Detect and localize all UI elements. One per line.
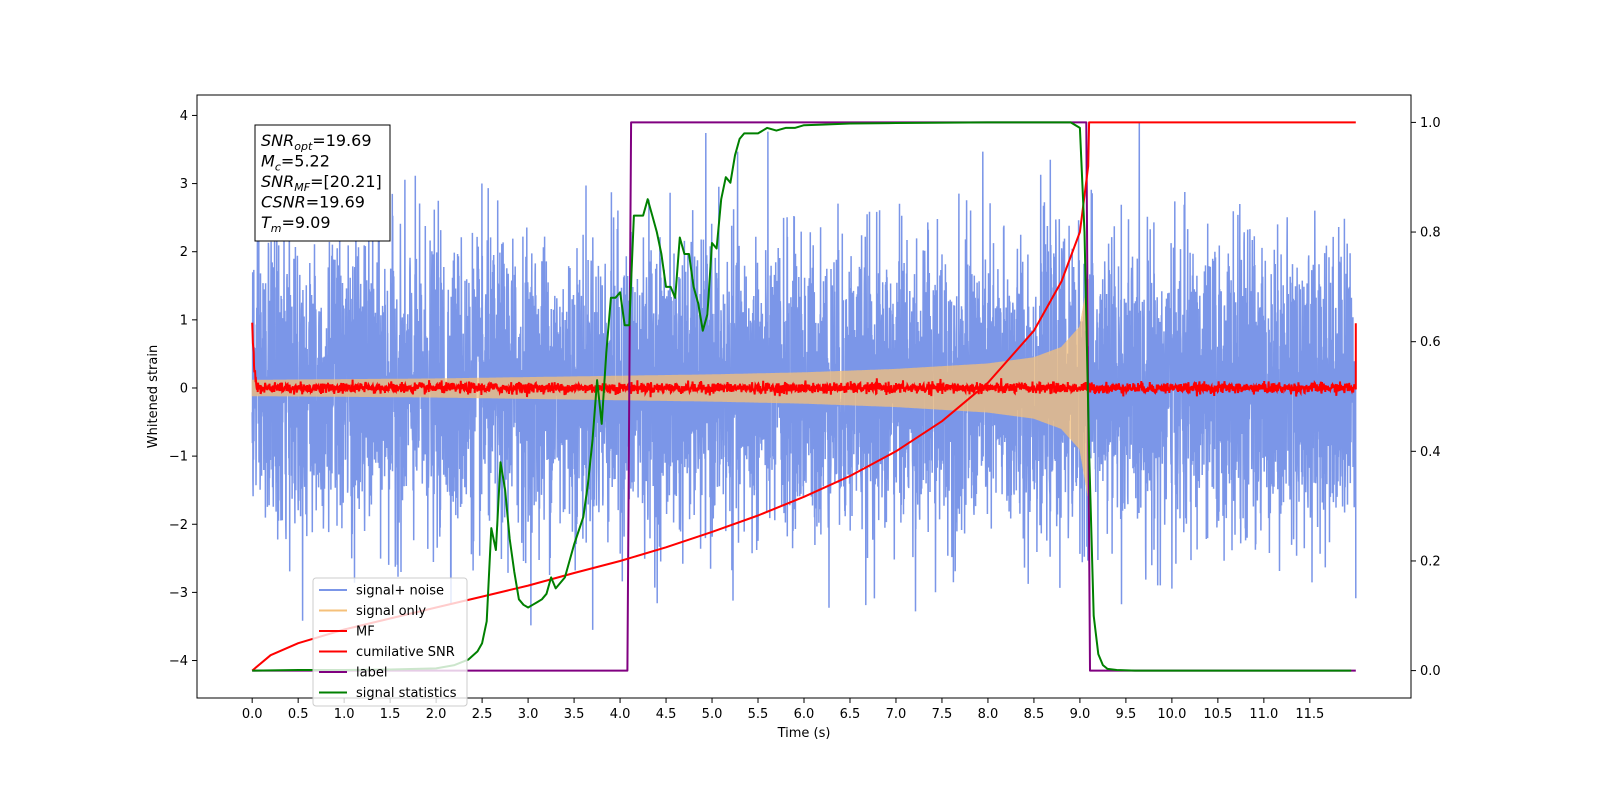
y2-tick-label: 0.2 bbox=[1420, 554, 1441, 569]
series-line-mf bbox=[251, 322, 1357, 398]
y2-tick-label: 0.8 bbox=[1420, 226, 1441, 241]
legend-label: signal only bbox=[356, 604, 426, 619]
y-tick-label: −1 bbox=[169, 450, 188, 465]
x-tick-label: 6.0 bbox=[794, 707, 815, 722]
x-tick-label: 3.5 bbox=[564, 707, 585, 722]
x-tick-label: 7.0 bbox=[886, 707, 907, 722]
x-tick-label: 1.0 bbox=[334, 707, 355, 722]
annotation-box bbox=[254, 124, 391, 242]
series-line-signal-only bbox=[251, 278, 1089, 497]
x-tick-label: 3.0 bbox=[518, 707, 539, 722]
x-tick-label: 10.0 bbox=[1157, 707, 1186, 722]
y-tick-label: −3 bbox=[169, 586, 188, 601]
x-tick-label: 9.0 bbox=[1070, 707, 1091, 722]
legend-box bbox=[312, 577, 468, 707]
annotation-line: Tm=9.09 bbox=[261, 213, 331, 235]
x-tick-label: 4.5 bbox=[656, 707, 677, 722]
y-tick-label: 2 bbox=[180, 245, 188, 260]
y-tick-label: 3 bbox=[180, 177, 188, 192]
legend-label: signal statistics bbox=[356, 686, 457, 701]
legend-label: label bbox=[356, 666, 387, 681]
y-tick-label: 0 bbox=[180, 381, 188, 396]
y-tick-label: −2 bbox=[169, 518, 188, 533]
y2-tick-label: 0.0 bbox=[1420, 664, 1441, 679]
x-axis-label: Time (s) bbox=[777, 726, 831, 741]
annotation-line: CSNR=19.69 bbox=[261, 193, 365, 212]
x-tick-label: 1.5 bbox=[380, 707, 401, 722]
y-tick-label: 1 bbox=[180, 313, 188, 328]
legend-label: signal+ noise bbox=[356, 584, 444, 599]
x-tick-label: 5.0 bbox=[702, 707, 723, 722]
y2-tick-label: 1.0 bbox=[1420, 116, 1441, 131]
y2-tick-label: 0.4 bbox=[1420, 445, 1441, 460]
x-tick-label: 5.5 bbox=[748, 707, 769, 722]
x-tick-label: 8.0 bbox=[978, 707, 999, 722]
x-tick-label: 8.5 bbox=[1024, 707, 1045, 722]
annotation-line: SNRopt=19.69 bbox=[261, 131, 372, 153]
y2-tick-label: 0.6 bbox=[1420, 335, 1441, 350]
x-tick-label: 2.0 bbox=[426, 707, 447, 722]
x-tick-label: 0.0 bbox=[242, 707, 263, 722]
legend-label: cumilative SNR bbox=[356, 645, 455, 660]
y-tick-label: 4 bbox=[180, 109, 188, 124]
x-tick-label: 11.5 bbox=[1295, 707, 1324, 722]
series-line-signal-statistics bbox=[252, 121, 1352, 672]
x-tick-label: 0.5 bbox=[288, 707, 309, 722]
y-axis-label: Whitened strain bbox=[146, 345, 161, 448]
x-tick-label: 2.5 bbox=[472, 707, 493, 722]
annotation-line: Mc=5.22 bbox=[261, 152, 330, 174]
legend-label: MF bbox=[356, 625, 375, 640]
x-tick-label: 7.5 bbox=[932, 707, 953, 722]
x-tick-label: 4.0 bbox=[610, 707, 631, 722]
annotation-line: SNRMF=[20.21] bbox=[261, 172, 382, 194]
x-tick-label: 10.5 bbox=[1203, 707, 1232, 722]
x-tick-label: 11.0 bbox=[1249, 707, 1278, 722]
x-tick-label: 9.5 bbox=[1116, 707, 1137, 722]
x-tick-label: 6.5 bbox=[840, 707, 861, 722]
y-tick-label: −4 bbox=[169, 654, 188, 669]
